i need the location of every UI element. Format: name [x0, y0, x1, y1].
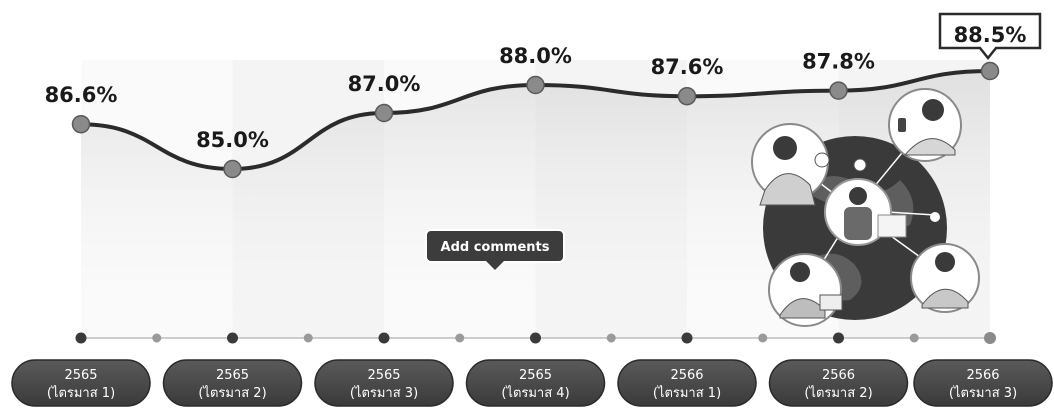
data-point	[526, 75, 545, 95]
value-labels: 86.6% 85.0% 87.0% 88.0% 87.6% 87.8% 88.5%	[45, 12, 1042, 152]
category-pill: 2565 (ไตรมาส 1)	[11, 359, 151, 407]
data-point	[980, 61, 1000, 81]
category-label-year: 2565	[216, 368, 249, 383]
add-comments-tooltip[interactable]: Add comments	[425, 229, 565, 270]
category-label-quarter: (ไตรมาส 1)	[47, 385, 115, 401]
baseline-dot	[378, 332, 390, 344]
baseline-dot	[75, 332, 87, 344]
baseline-dot	[984, 332, 996, 344]
category-label-year: 2566	[670, 368, 703, 383]
category-pill: 2565 (ไตรมาส 4)	[465, 359, 606, 407]
baseline-dot	[833, 332, 844, 344]
data-point	[223, 159, 242, 179]
category-label-year: 2566	[966, 368, 999, 383]
category-label-year: 2565	[64, 368, 97, 383]
category-pills: 2565 (ไตรมาส 1) 2565 (ไตรมาส 2) 2565 (ไตรมาส …	[11, 359, 1053, 407]
value-label: 86.6%	[45, 83, 118, 107]
value-label: 87.0%	[348, 72, 421, 96]
data-point	[374, 103, 394, 123]
baseline-dot	[227, 332, 238, 344]
data-points	[71, 61, 1000, 179]
category-pill: 2565 (ไตรมาส 3)	[314, 359, 454, 407]
baseline-dot	[530, 332, 541, 344]
baseline-mid-dot	[152, 333, 162, 343]
baseline-mid-dot	[909, 333, 919, 343]
value-label: 87.6%	[651, 55, 724, 79]
data-point	[71, 114, 91, 134]
value-label: 88.5%	[954, 23, 1027, 47]
category-label-quarter: (ไตรมาส 4)	[501, 385, 569, 401]
category-label-year: 2566	[822, 368, 855, 383]
category-label-quarter: (ไตรมาส 2)	[198, 385, 266, 401]
value-label: 85.0%	[196, 128, 269, 152]
baseline-mid-dot	[758, 333, 768, 343]
value-label: 88.0%	[499, 44, 572, 68]
category-pill: 2566 (ไตรมาส 3)	[913, 359, 1053, 407]
category-label-quarter: (ไตรมาส 3)	[949, 385, 1017, 401]
category-pill: 2565 (ไตรมาส 2)	[162, 359, 303, 407]
people-network-globe-icon	[751, 88, 980, 327]
data-point	[677, 86, 697, 106]
category-pill: 2566 (ไตรมาส 1)	[617, 359, 757, 407]
baseline-mid-dot	[606, 333, 616, 343]
highlight-callout	[938, 12, 1042, 61]
category-label-quarter: (ไตรมาส 2)	[804, 385, 872, 401]
baseline-dots	[75, 332, 996, 344]
baseline-mid-dot	[303, 333, 313, 343]
baseline-mid-dot	[455, 333, 465, 343]
value-label: 87.8%	[802, 50, 875, 74]
tooltip-text: Add comments	[441, 240, 550, 255]
category-label-year: 2565	[519, 368, 552, 383]
baseline-dot	[681, 332, 693, 344]
category-label-quarter: (ไตรมาส 1)	[653, 385, 721, 401]
category-label-quarter: (ไตรมาส 3)	[350, 385, 418, 401]
data-point	[829, 81, 848, 100]
category-pill: 2566 (ไตรมาส 2)	[768, 359, 909, 407]
category-label-year: 2565	[367, 368, 400, 383]
